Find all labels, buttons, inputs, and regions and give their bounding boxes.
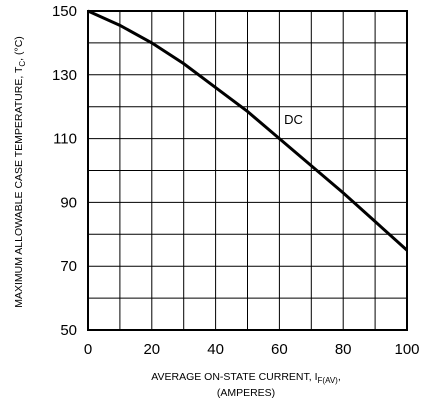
- y-axis-title-tail: , (°C): [13, 36, 25, 61]
- x-axis-title: AVERAGE ON-STATE CURRENT, IF(AV),: [151, 371, 341, 385]
- y-tick-label-90: 90: [60, 194, 77, 211]
- y-tick-label-150: 150: [52, 3, 77, 20]
- y-axis-title-subscript: C: [18, 61, 27, 67]
- x-tick-label-80: 80: [335, 341, 352, 358]
- y-tick-label-50: 50: [60, 322, 77, 339]
- grid: [88, 11, 407, 330]
- x-tick-label-100: 100: [394, 341, 419, 358]
- plot-frame: [87, 10, 408, 331]
- x-axis-title-tail: ,: [338, 371, 341, 383]
- y-axis-title: MAXIMUM ALLOWABLE CASE TEMPERATURE, TC, …: [13, 36, 27, 308]
- y-tick-labels: 50 70 90 110 130 150: [52, 3, 77, 339]
- x-axis-title-main: AVERAGE ON-STATE CURRENT, I: [151, 371, 317, 383]
- series-label-dc: DC: [284, 112, 303, 127]
- x-tick-labels: 0 20 40 60 80 100: [84, 341, 420, 358]
- x-tick-label-0: 0: [84, 341, 92, 358]
- y-tick-label-130: 130: [52, 67, 77, 84]
- y-tick-label-110: 110: [53, 131, 77, 148]
- series-line-dc: [87, 9, 409, 252]
- y-axis-title-main: MAXIMUM ALLOWABLE CASE TEMPERATURE, T: [13, 66, 25, 308]
- x-tick-label-60: 60: [271, 341, 288, 358]
- y-tick-label-70: 70: [60, 258, 77, 275]
- x-tick-label-40: 40: [207, 341, 224, 358]
- x-axis-title-subscript: F(AV): [318, 376, 339, 385]
- x-tick-label-20: 20: [143, 341, 160, 358]
- x-axis-title-units: (AMPERES): [217, 387, 275, 399]
